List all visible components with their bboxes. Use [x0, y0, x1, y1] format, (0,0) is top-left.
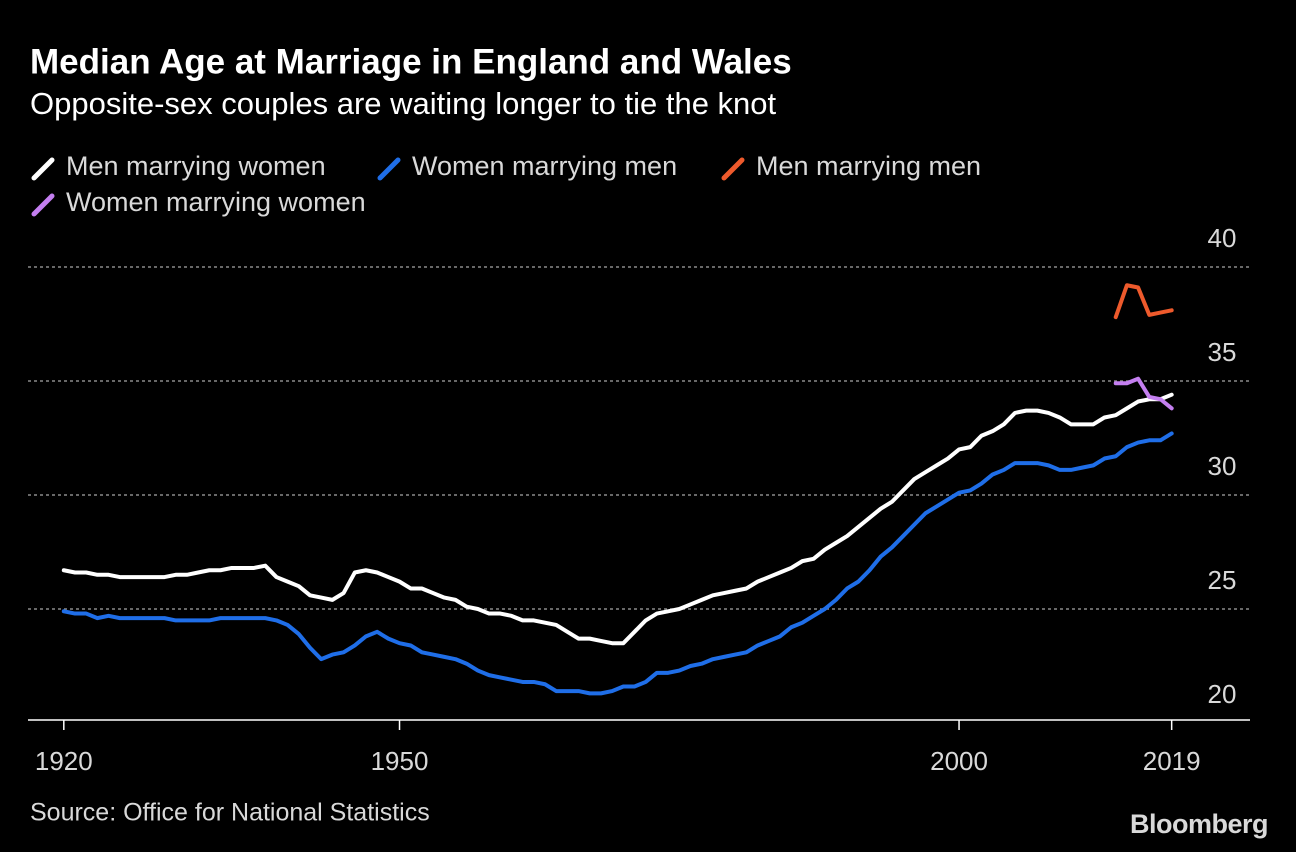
legend-swatch	[721, 157, 745, 181]
y-tick-label: 40	[1208, 223, 1237, 253]
chart-title: Median Age at Marriage in England and Wa…	[30, 42, 792, 81]
legend: Men marrying women Women marrying men Men …	[31, 151, 981, 217]
legend-label: Women marrying men	[412, 151, 677, 181]
y-tick-label: 20	[1208, 679, 1237, 709]
y-tick-label: 30	[1208, 451, 1237, 481]
x-tick-label: 1950	[371, 746, 429, 776]
x-tick-label: 2000	[930, 746, 988, 776]
y-tick-label: 25	[1208, 565, 1237, 595]
plot	[61, 283, 1174, 696]
legend-swatch	[31, 157, 55, 181]
grid: 20 25 30 35 40 1920 1950 2000 2019	[28, 223, 1250, 776]
series-line	[61, 392, 1174, 646]
legend-label: Women marrying women	[66, 187, 366, 217]
series-line	[1113, 283, 1174, 320]
series-line	[61, 431, 1174, 696]
legend-label: Men marrying women	[66, 151, 326, 181]
legend-label: Men marrying men	[756, 151, 981, 181]
source: Source: Office for National Statistics	[30, 799, 430, 827]
legend-swatch	[31, 193, 55, 217]
x-tick-label: 1920	[35, 746, 93, 776]
brand-logo: Bloomberg	[1130, 809, 1268, 839]
x-tick-label: 2019	[1143, 746, 1201, 776]
chart-subtitle: Opposite-sex couples are waiting longer …	[30, 86, 777, 121]
legend-swatch	[377, 157, 401, 181]
series-line	[1113, 376, 1174, 411]
y-tick-label: 35	[1208, 337, 1237, 367]
